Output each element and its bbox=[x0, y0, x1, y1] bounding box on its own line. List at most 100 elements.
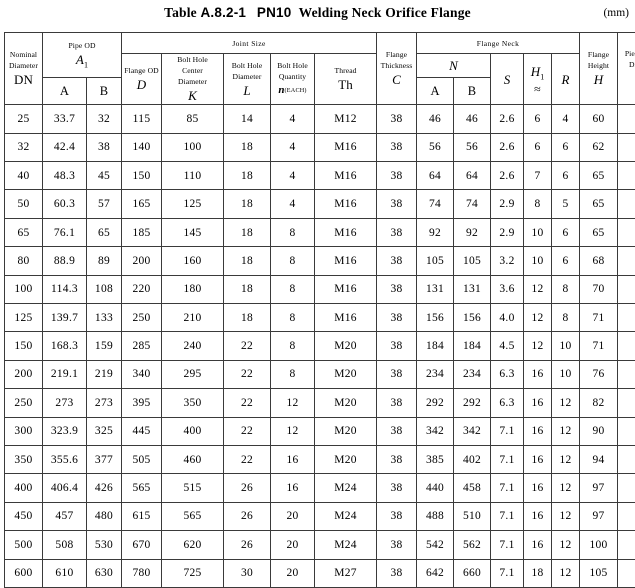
cell-tt: 13 bbox=[618, 360, 635, 388]
cell-tt: 13 bbox=[618, 531, 635, 559]
cell-n: 8 bbox=[271, 247, 315, 275]
cell-th: M20 bbox=[315, 332, 377, 360]
cell-c: 38 bbox=[377, 247, 417, 275]
header-flange-height: Flange Height H bbox=[580, 33, 618, 105]
header-nominal-line2: Diameter bbox=[9, 61, 38, 70]
cell-h1: 16 bbox=[524, 389, 552, 417]
cell-l: 18 bbox=[224, 133, 271, 161]
cell-th: M20 bbox=[315, 389, 377, 417]
header-symbol-c: C bbox=[377, 72, 416, 88]
cell-d: 340 bbox=[122, 360, 162, 388]
cell-s: 7.1 bbox=[491, 559, 524, 587]
cell-c: 38 bbox=[377, 417, 417, 445]
cell-a1_a: 33.7 bbox=[43, 105, 87, 133]
cell-a1_a: 76.1 bbox=[43, 218, 87, 246]
cell-tt: 7 bbox=[618, 218, 635, 246]
cell-n: 4 bbox=[271, 162, 315, 190]
cell-s: 3.6 bbox=[491, 275, 524, 303]
cell-l: 22 bbox=[224, 445, 271, 473]
cell-tt: 7 bbox=[618, 105, 635, 133]
cell-k: 460 bbox=[162, 445, 224, 473]
cell-a1_b: 273 bbox=[87, 389, 122, 417]
cell-h1: 16 bbox=[524, 474, 552, 502]
cell-r: 6 bbox=[552, 218, 580, 246]
cell-s: 7.1 bbox=[491, 502, 524, 530]
table-header: Nominal Diameter DN Pipe OD A1 Joint Siz… bbox=[5, 33, 635, 105]
cell-dn: 200 bbox=[5, 360, 43, 388]
header-neck-n-b-label: B bbox=[468, 84, 476, 98]
cell-tt: 13 bbox=[618, 332, 635, 360]
header-symbol-a1: A1 bbox=[43, 52, 121, 71]
cell-c: 38 bbox=[377, 531, 417, 559]
cell-th: M12 bbox=[315, 105, 377, 133]
header-flange-thk-line1: Flange bbox=[386, 50, 407, 59]
cell-h1: 12 bbox=[524, 332, 552, 360]
cell-h1: 6 bbox=[524, 105, 552, 133]
cell-th: M24 bbox=[315, 474, 377, 502]
cell-n: 12 bbox=[271, 389, 315, 417]
cell-k: 180 bbox=[162, 275, 224, 303]
cell-n_b: 156 bbox=[454, 303, 491, 331]
cell-a1_b: 159 bbox=[87, 332, 122, 360]
cell-th: M16 bbox=[315, 218, 377, 246]
cell-h: 94 bbox=[580, 445, 618, 473]
cell-d: 395 bbox=[122, 389, 162, 417]
flange-spec-table: Nominal Diameter DN Pipe OD A1 Joint Siz… bbox=[4, 32, 635, 588]
cell-dn: 450 bbox=[5, 502, 43, 530]
cell-tt: 13 bbox=[618, 389, 635, 417]
cell-n_b: 184 bbox=[454, 332, 491, 360]
header-symbol-k: K bbox=[162, 88, 223, 104]
cell-l: 26 bbox=[224, 502, 271, 530]
cell-n_b: 234 bbox=[454, 360, 491, 388]
cell-n_b: 105 bbox=[454, 247, 491, 275]
cell-k: 100 bbox=[162, 133, 224, 161]
cell-n_a: 342 bbox=[417, 417, 454, 445]
cell-k: 515 bbox=[162, 474, 224, 502]
cell-h1: 7 bbox=[524, 162, 552, 190]
cell-r: 5 bbox=[552, 190, 580, 218]
cell-h1: 16 bbox=[524, 445, 552, 473]
cell-l: 26 bbox=[224, 531, 271, 559]
cell-a1_b: 133 bbox=[87, 303, 122, 331]
header-symbol-d: D bbox=[122, 77, 161, 93]
cell-s: 2.9 bbox=[491, 218, 524, 246]
cell-c: 38 bbox=[377, 445, 417, 473]
cell-d: 220 bbox=[122, 275, 162, 303]
cell-h: 65 bbox=[580, 218, 618, 246]
header-bolt-center-line2: Center bbox=[182, 66, 203, 75]
cell-l: 14 bbox=[224, 105, 271, 133]
header-flange-od-label: Flange OD bbox=[124, 66, 158, 75]
cell-c: 38 bbox=[377, 303, 417, 331]
cell-d: 150 bbox=[122, 162, 162, 190]
cell-d: 250 bbox=[122, 303, 162, 331]
cell-c: 38 bbox=[377, 502, 417, 530]
page-title: Table A.8.2-1 PN10 Welding Neck Orifice … bbox=[0, 5, 635, 21]
cell-a1_a: 60.3 bbox=[43, 190, 87, 218]
cell-a1_a: 168.3 bbox=[43, 332, 87, 360]
cell-k: 160 bbox=[162, 247, 224, 275]
cell-d: 165 bbox=[122, 190, 162, 218]
title-name: Welding Neck Orifice Flange bbox=[299, 5, 471, 20]
cell-h: 97 bbox=[580, 502, 618, 530]
cell-s: 4.0 bbox=[491, 303, 524, 331]
cell-tt: 10 bbox=[618, 247, 635, 275]
cell-a1_a: 610 bbox=[43, 559, 87, 587]
cell-r: 10 bbox=[552, 360, 580, 388]
cell-h: 76 bbox=[580, 360, 618, 388]
header-symbol-l: L bbox=[224, 83, 270, 99]
cell-r: 12 bbox=[552, 445, 580, 473]
cell-a1_b: 45 bbox=[87, 162, 122, 190]
cell-c: 38 bbox=[377, 332, 417, 360]
header-bolt-hole-diameter: Bolt Hole Diameter L bbox=[224, 54, 271, 105]
cell-dn: 80 bbox=[5, 247, 43, 275]
cell-a1_a: 42.4 bbox=[43, 133, 87, 161]
header-symbol-th: Th bbox=[315, 77, 376, 93]
cell-c: 38 bbox=[377, 190, 417, 218]
cell-th: M16 bbox=[315, 247, 377, 275]
cell-dn: 65 bbox=[5, 218, 43, 246]
title-number: A.8.2-1 bbox=[200, 5, 246, 20]
cell-r: 6 bbox=[552, 133, 580, 161]
